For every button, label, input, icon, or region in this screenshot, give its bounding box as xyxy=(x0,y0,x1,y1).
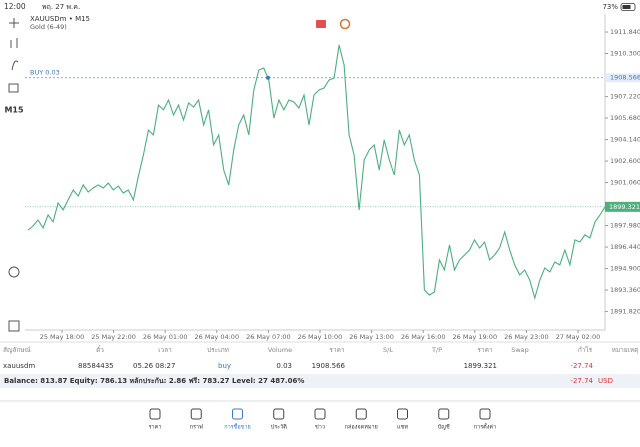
table-header: ราคา xyxy=(477,346,492,354)
indicators-tool[interactable] xyxy=(10,38,18,48)
battery-icon xyxy=(620,3,636,11)
nav-icon xyxy=(397,408,408,420)
cell-symbol: xauusdm xyxy=(3,362,35,370)
nav-label[interactable]: ประวัติ xyxy=(271,424,287,431)
x-tick-label: 26 May 13:00 xyxy=(349,333,394,341)
current-price-label: 1899.321 xyxy=(609,203,640,211)
y-tick-label: 1902.600 xyxy=(610,157,640,165)
table-header: เวลา xyxy=(158,346,172,354)
nav-icon xyxy=(232,408,243,420)
current-price-box xyxy=(605,201,640,212)
x-tick-label: 25 May 18:00 xyxy=(40,333,85,341)
oneclick-button[interactable] xyxy=(339,18,351,30)
y-tick-label: 1896.440 xyxy=(610,243,640,251)
currency: USD xyxy=(598,377,613,385)
nav-icon xyxy=(149,408,161,420)
price-line-series xyxy=(27,44,606,301)
table-header: ตั๋ว xyxy=(96,345,104,354)
table-header: สัญลักษณ์ xyxy=(3,346,31,354)
table-header: S/L xyxy=(383,346,393,354)
nav-label[interactable]: กราฟ xyxy=(190,424,203,431)
table-header: หมายเหตุ xyxy=(612,346,639,354)
cell-type: buy xyxy=(218,362,231,370)
balance-text: Balance: 813.87 Equity: 786.13 หลักประกั… xyxy=(4,377,304,385)
y-tick-label: 1911.840 xyxy=(610,28,640,36)
buy-label: BUY 0.03 xyxy=(30,69,60,77)
new-order-tool[interactable] xyxy=(8,320,20,332)
battery-fill xyxy=(622,5,631,9)
y-tick-label: 1904.140 xyxy=(610,136,640,144)
nav-icon xyxy=(314,408,326,420)
chart-description: Gold (6-49) xyxy=(30,23,67,31)
nav-label[interactable]: แชท xyxy=(397,424,408,431)
buy-marker xyxy=(266,75,270,80)
nav-label[interactable]: ราคา xyxy=(149,425,162,431)
shapes-tool[interactable] xyxy=(8,83,19,93)
cell-time: 05.26 08:27 xyxy=(133,362,175,370)
nav-icon xyxy=(190,408,202,420)
zoom-tool[interactable] xyxy=(8,266,20,278)
cell-volume: 0.03 xyxy=(276,362,292,370)
nav-icon xyxy=(438,408,450,420)
nav-label[interactable]: การตั้งค่า xyxy=(474,423,496,431)
nav-icon xyxy=(273,408,285,420)
y-tick-label: 1893.360 xyxy=(610,286,640,294)
y-tick-label: 1905.680 xyxy=(610,114,640,122)
nav-label[interactable]: ข่าว xyxy=(315,425,325,431)
total-profit: -27.74 xyxy=(570,377,593,385)
x-tick-label: 26 May 19:00 xyxy=(453,333,498,341)
status-date: พฤ. 27 พ.ค. xyxy=(42,3,80,11)
table-header: Volume xyxy=(268,346,292,354)
y-tick-label: 1897.980 xyxy=(610,222,640,230)
buy-price-box xyxy=(606,73,640,83)
x-tick-label: 26 May 23:00 xyxy=(504,333,549,341)
timeframe-button[interactable]: M15 xyxy=(4,106,24,115)
x-tick-label: 26 May 16:00 xyxy=(401,333,446,341)
y-tick-label: 1891.820 xyxy=(610,308,640,316)
nav-label[interactable]: การซื้อขาย xyxy=(224,423,250,431)
cell-ticket: 88584435 xyxy=(78,362,114,370)
cell-open-price: 1908.566 xyxy=(312,362,346,370)
nav-label[interactable]: กล่องจดหมาย xyxy=(345,425,378,431)
battery-level: 73% xyxy=(602,3,618,11)
x-tick-label: 26 May 07:00 xyxy=(246,333,291,341)
x-tick-label: 27 May 02:00 xyxy=(556,333,601,341)
table-header: ประเภท xyxy=(207,346,229,354)
chart-symbol: XAUUSDm • M15 xyxy=(30,15,90,23)
cell-profit: -27.74 xyxy=(570,362,593,370)
buy-price-label: 1908.566 xyxy=(610,74,640,82)
table-header: กำไร xyxy=(578,346,593,354)
objects-tool[interactable] xyxy=(11,60,19,71)
nav-label[interactable]: บัญชี xyxy=(438,424,450,431)
y-tick-label: 1910.300 xyxy=(610,50,640,58)
trade-button[interactable] xyxy=(316,20,326,28)
y-tick-label: 1894.900 xyxy=(610,265,640,273)
status-time: 12:00 xyxy=(4,2,26,11)
x-tick-label: 26 May 10:00 xyxy=(298,333,343,341)
balance-bar xyxy=(0,374,640,388)
left-toolbar xyxy=(8,18,20,332)
nav-icon xyxy=(479,408,491,420)
table-header: ราคา xyxy=(329,346,344,354)
x-tick-label: 25 May 22:00 xyxy=(91,333,136,341)
crosshair-tool[interactable] xyxy=(9,18,19,28)
y-tick-label: 1907.220 xyxy=(610,93,640,101)
cell-price: 1899.321 xyxy=(464,362,497,370)
nav-icon xyxy=(355,408,367,420)
y-tick-label: 1901.060 xyxy=(610,179,640,187)
x-tick-label: 26 May 04:00 xyxy=(195,333,240,341)
table-header: T/P xyxy=(431,346,442,354)
nav-icons xyxy=(149,408,491,420)
table-header: Swap xyxy=(511,346,529,354)
x-tick-label: 26 May 01:00 xyxy=(143,333,188,341)
